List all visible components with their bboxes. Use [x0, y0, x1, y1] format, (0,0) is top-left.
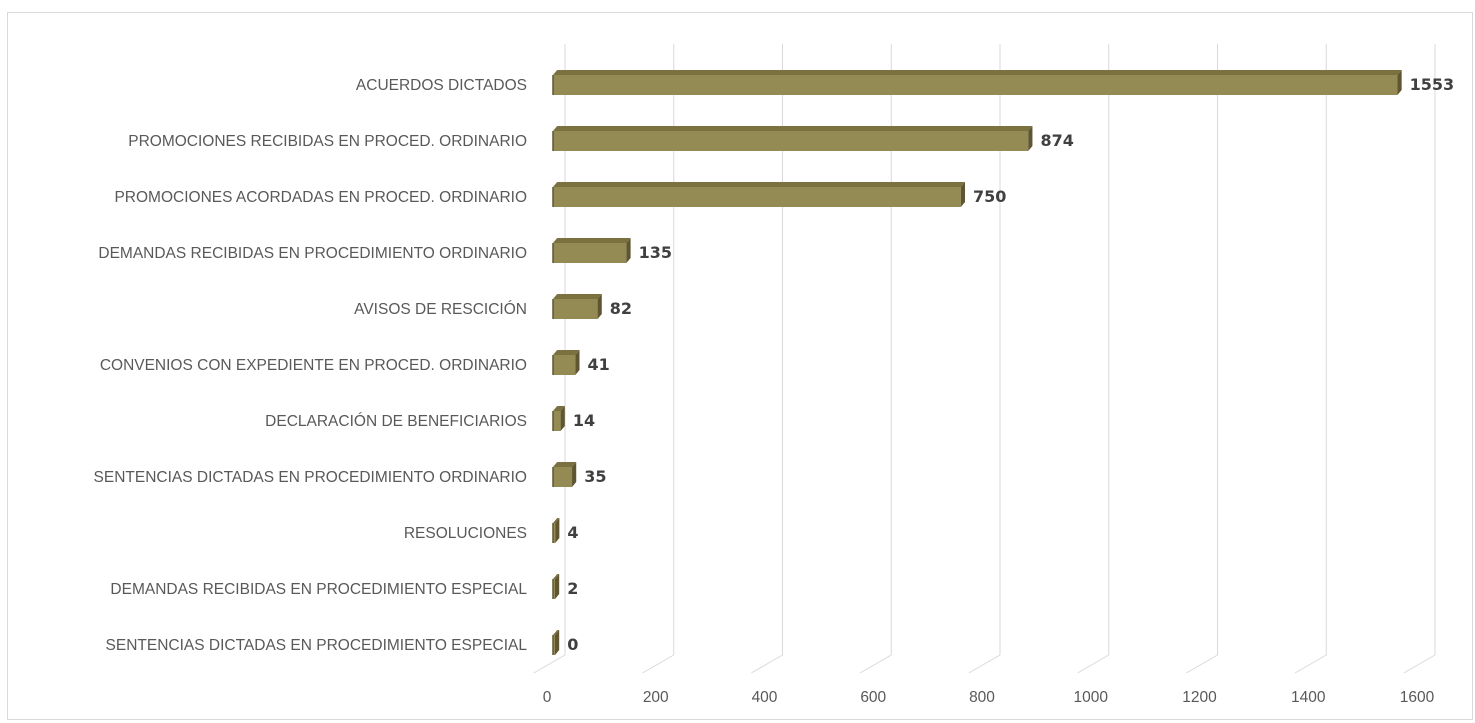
value-label: 750: [973, 187, 1006, 206]
category-label: PROMOCIONES RECIBIDAS EN PROCED. ORDINAR…: [128, 133, 527, 150]
floor-grid-line-4: [968, 654, 1001, 674]
bar-top-face: [553, 574, 560, 579]
bar-front-face: [553, 131, 1029, 151]
bar-top-face: [553, 126, 1033, 131]
bar-2: [552, 182, 966, 207]
floor-grid-line-6: [1186, 654, 1218, 674]
bar-front-face: [553, 635, 555, 655]
value-label: 4: [567, 523, 578, 542]
value-label: 14: [573, 411, 595, 430]
bar-front-face: [553, 523, 556, 543]
bar-side-face: [555, 518, 560, 543]
x-tick-label: 1200: [1182, 689, 1217, 706]
bar-side-face: [597, 294, 602, 319]
value-label: 2: [567, 579, 578, 598]
bar-10: [552, 630, 560, 655]
bar-front-face: [553, 467, 573, 487]
x-tick-label: 800: [969, 689, 995, 706]
bar-front-face: [553, 411, 561, 431]
category-label: RESOLUCIONES: [404, 525, 527, 542]
bar-top-face: [553, 462, 577, 467]
x-tick-label: 400: [752, 689, 778, 706]
value-label: 0: [567, 635, 578, 654]
bar-front-face: [553, 243, 627, 263]
bar-side-face: [555, 574, 560, 599]
bar-0: [552, 70, 1402, 95]
bar-1: [552, 126, 1033, 151]
bar-top-face: [553, 294, 602, 299]
bar-top-face: [553, 70, 1402, 75]
category-label: SENTENCIAS DICTADAS EN PROCEDIMIENTO ORD…: [94, 469, 527, 486]
floor-grid-line-7: [1294, 654, 1327, 674]
bar-6: [552, 406, 565, 431]
bar-top-face: [553, 238, 631, 243]
value-label: 82: [610, 299, 632, 318]
x-tick-label: 1600: [1400, 689, 1435, 706]
value-labels: 1553 874 750 135 82 41 14 35 4 2 0: [567, 75, 1454, 654]
x-tick-label: 0: [543, 689, 552, 706]
value-label: 1553: [1410, 75, 1455, 94]
bar-3: [552, 238, 631, 263]
bar-front-face: [553, 355, 576, 375]
x-tick-label: 200: [643, 689, 669, 706]
bar-top-face: [553, 182, 966, 187]
bar-front-face: [553, 75, 1398, 95]
value-label: 41: [587, 355, 609, 374]
bar-9: [552, 574, 560, 599]
bar-side-face: [555, 630, 560, 655]
x-tick-label: 1000: [1074, 689, 1109, 706]
floor-grid-line-8: [1403, 654, 1436, 674]
bar-front-face: [553, 299, 598, 319]
bar-side-face: [572, 462, 577, 487]
floor-grid-line-0: [533, 654, 566, 674]
value-label: 35: [584, 467, 606, 486]
bar-4: [552, 294, 602, 319]
bar-side-face: [1028, 126, 1033, 151]
category-label: PROMOCIONES ACORDADAS EN PROCED. ORDINAR…: [114, 189, 527, 206]
x-tick-label: 1400: [1291, 689, 1326, 706]
bar-side-face: [626, 238, 631, 263]
bar-top-face: [553, 518, 560, 523]
category-labels: ACUERDOS DICTADOS PROMOCIONES RECIBIDAS E…: [94, 77, 528, 654]
bar-top-face: [553, 350, 580, 355]
category-label: ACUERDOS DICTADOS: [356, 77, 527, 94]
floor-grid-line-3: [859, 654, 892, 674]
x-axis-ticks: 0 200 400 600 800 1000 1200 1400 1600: [543, 689, 1435, 706]
bar-side-face: [560, 406, 565, 431]
bar-8: [552, 518, 560, 543]
floor-grid-line-5: [1077, 654, 1109, 674]
category-label: CONVENIOS CON EXPEDIENTE EN PROCED. ORDI…: [100, 357, 527, 374]
bar-7: [552, 462, 577, 487]
bar-top-face: [553, 630, 560, 635]
bar-front-face: [553, 187, 961, 207]
category-label: DEMANDAS RECIBIDAS EN PROCEDIMIENTO ESPE…: [110, 581, 527, 598]
floor-grid-line-2: [751, 654, 783, 674]
value-label: 135: [639, 243, 672, 262]
bar-side-face: [1397, 70, 1402, 95]
category-label: AVISOS DE RESCICIÓN: [354, 301, 527, 318]
bar-side-face: [960, 182, 966, 207]
category-label: SENTENCIAS DICTADAS EN PROCEDIMIENTO ESP…: [106, 637, 528, 654]
category-label: DEMANDAS RECIBIDAS EN PROCEDIMIENTO ORDI…: [98, 245, 527, 262]
x-tick-label: 600: [860, 689, 886, 706]
bar-5: [552, 350, 580, 375]
bar-front-face: [553, 579, 555, 599]
value-label: 874: [1040, 131, 1073, 150]
bar-side-face: [575, 350, 580, 375]
category-label: DECLARACIÓN DE BENEFICIARIOS: [265, 413, 527, 430]
bars: [552, 70, 1402, 655]
bar-top-face: [553, 406, 565, 411]
floor-grid-line-1: [642, 654, 674, 674]
